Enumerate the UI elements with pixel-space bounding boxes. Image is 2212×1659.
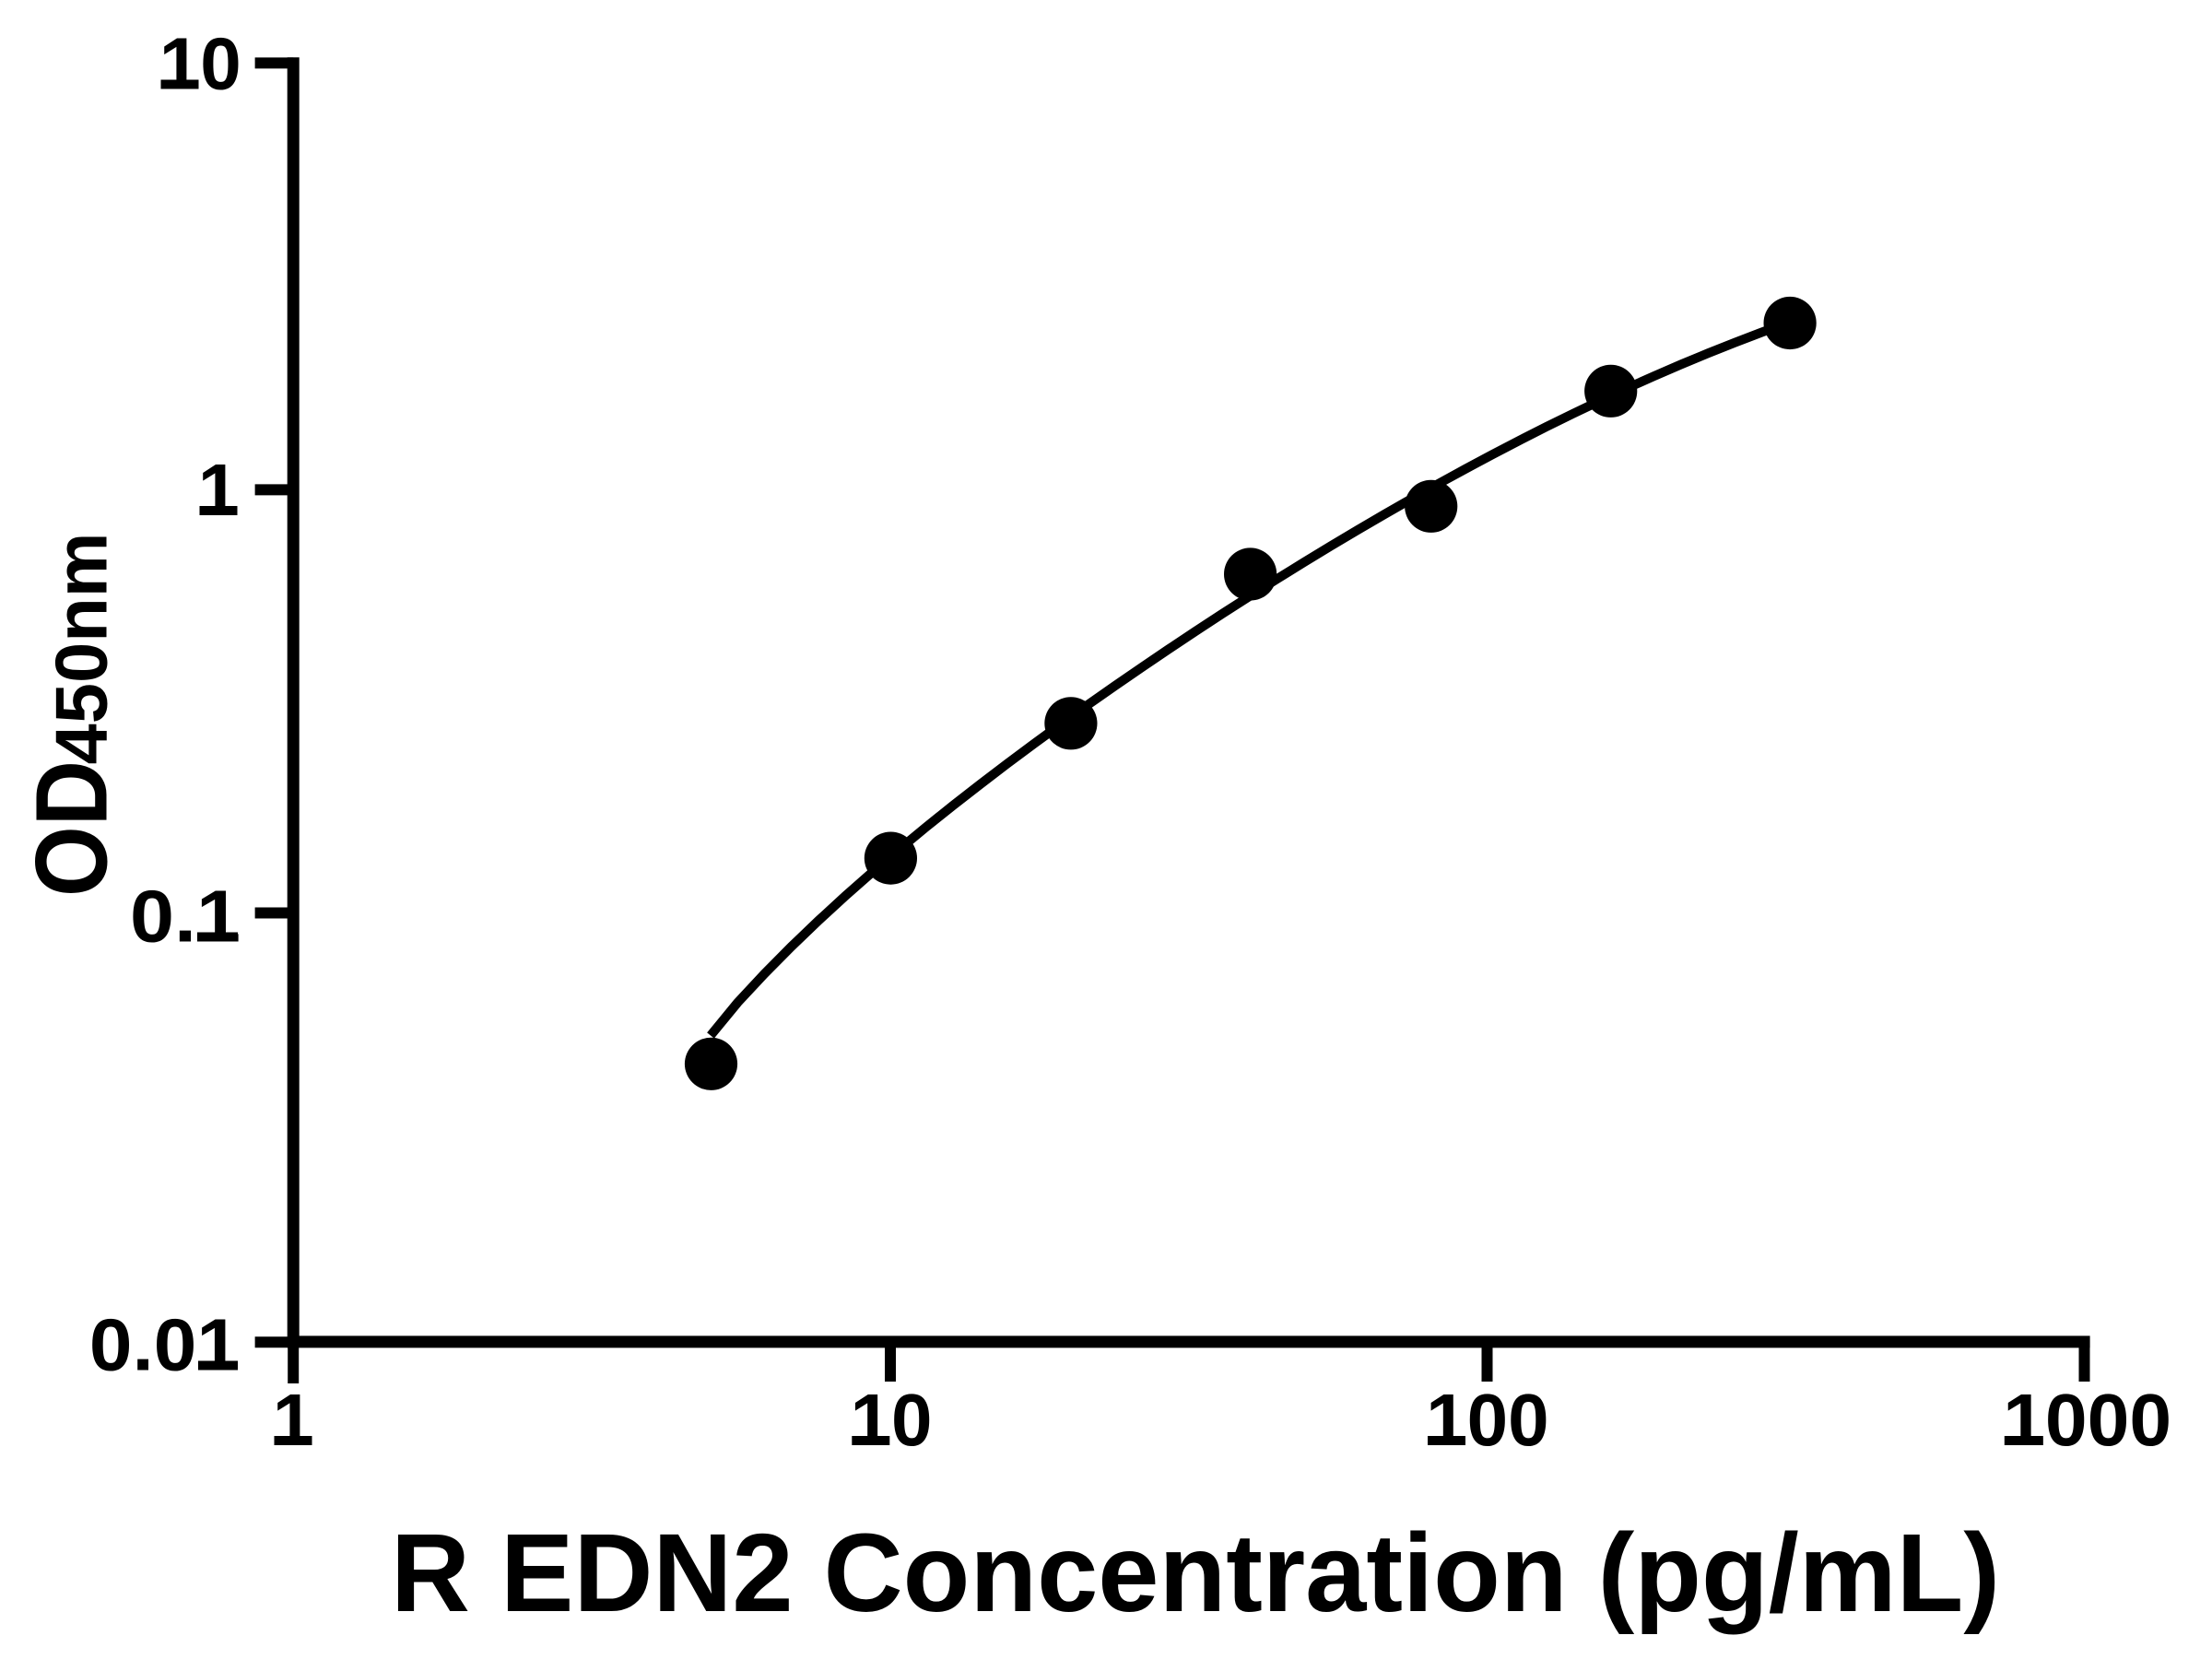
svg-text:OD: OD	[16, 760, 129, 897]
svg-text:1: 1	[198, 449, 240, 531]
svg-text:10: 10	[159, 23, 241, 105]
svg-text:1: 1	[273, 1379, 314, 1461]
svg-text:R EDN2 Concentration (pg/mL): R EDN2 Concentration (pg/mL)	[391, 1510, 2000, 1635]
svg-text:100: 100	[1426, 1379, 1548, 1461]
svg-text:0.01: 0.01	[89, 1304, 240, 1386]
svg-text:1000: 1000	[2003, 1379, 2171, 1461]
svg-text:10: 10	[851, 1379, 933, 1461]
svg-text:450nm: 450nm	[41, 533, 123, 765]
svg-text:0.1: 0.1	[130, 876, 241, 958]
